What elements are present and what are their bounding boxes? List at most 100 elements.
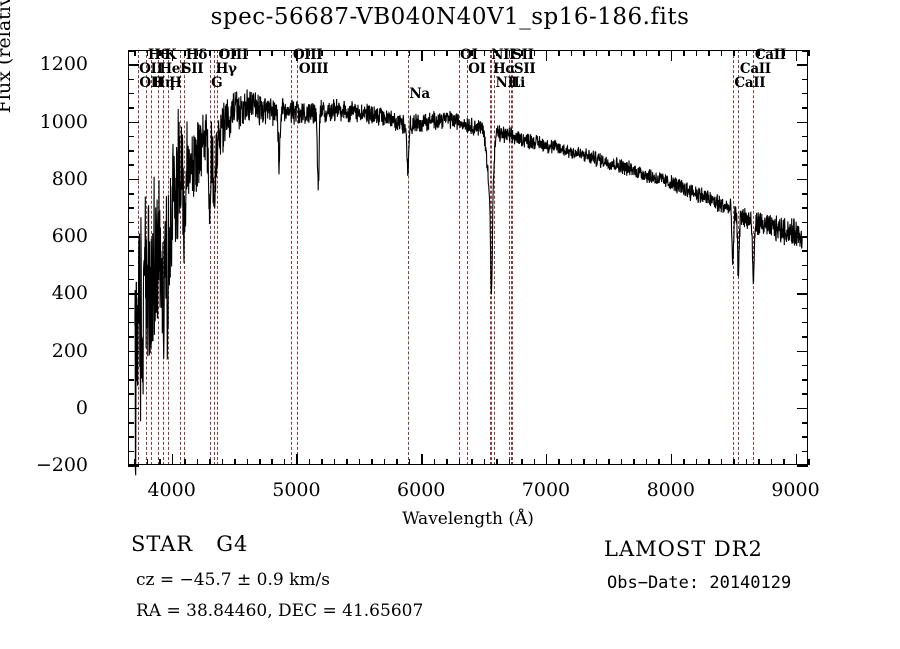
y-tick-label: 800 (51, 167, 88, 190)
tick-mark (770, 459, 773, 465)
tick-mark (802, 221, 808, 224)
tick-mark (333, 50, 336, 56)
tick-mark (171, 454, 174, 465)
tick-mark (234, 50, 236, 56)
tick-mark (134, 50, 136, 56)
y-tick-label: 0 (75, 396, 88, 419)
tick-mark (196, 459, 199, 465)
tick-mark (128, 107, 134, 109)
tick-mark (346, 50, 348, 56)
spectral-line-marker (291, 50, 293, 465)
tick-mark (802, 393, 808, 395)
spectral-line-label: OIII (298, 61, 329, 77)
tick-mark (802, 250, 808, 252)
spectral-line-marker (184, 50, 186, 465)
tick-mark (802, 164, 808, 166)
tick-mark (128, 350, 139, 353)
tick-mark (458, 459, 461, 465)
spectral-line-marker (458, 50, 460, 465)
tick-mark (783, 459, 785, 465)
tick-mark (146, 50, 149, 56)
spectral-line-label: Hγ (215, 61, 237, 77)
tick-mark (508, 459, 511, 465)
tick-mark (184, 50, 186, 56)
tick-mark (608, 459, 610, 465)
tick-mark (128, 207, 134, 209)
tick-mark (521, 459, 523, 465)
tick-mark (346, 459, 348, 465)
tick-mark (446, 50, 448, 56)
tick-mark (533, 459, 535, 465)
spectrum-curve (134, 89, 803, 476)
spectral-line-label: OII (139, 75, 163, 91)
footer-obs-date: Obs−Date: 20140129 (607, 573, 792, 593)
tick-mark (708, 459, 710, 465)
tick-mark (802, 78, 808, 81)
tick-mark (797, 64, 808, 66)
tick-mark (802, 422, 808, 424)
spectral-line-marker (163, 50, 165, 465)
tick-mark (128, 78, 134, 81)
tick-mark (521, 50, 523, 56)
tick-mark (745, 50, 748, 56)
tick-mark (802, 207, 808, 209)
spectral-line-marker (180, 50, 182, 465)
spectral-line-label: CaII (739, 61, 771, 77)
tick-mark (371, 459, 373, 465)
tick-mark (234, 459, 236, 465)
tick-mark (802, 50, 808, 52)
tick-mark (128, 393, 134, 395)
tick-mark (758, 459, 760, 465)
tick-mark (645, 50, 648, 56)
y-tick-label: 200 (51, 339, 88, 362)
tick-mark (271, 459, 273, 465)
tick-mark (408, 50, 411, 56)
spectral-line-marker (466, 50, 468, 465)
tick-mark (802, 278, 808, 281)
tick-mark (171, 50, 174, 61)
tick-mark (695, 50, 698, 56)
tick-mark (570, 459, 573, 465)
tick-mark (802, 436, 808, 438)
spectrum-path (134, 89, 803, 476)
tick-mark (583, 459, 585, 465)
y-tick-label: 600 (51, 225, 88, 248)
tick-mark (128, 121, 139, 124)
tick-mark (196, 50, 199, 56)
tick-mark (371, 50, 373, 56)
tick-mark (358, 459, 361, 465)
tick-mark (221, 459, 224, 465)
tick-mark (421, 50, 423, 61)
tick-mark (695, 459, 698, 465)
tick-mark (620, 459, 623, 465)
tick-mark (128, 278, 134, 281)
tick-mark (308, 50, 311, 56)
tick-mark (128, 379, 134, 381)
spectral-line-marker (209, 50, 211, 465)
tick-mark (184, 459, 186, 465)
tick-mark (508, 50, 511, 56)
spectrum-plot: Hθ K Hδ OIII OIII OI NII SII CaII OII HeI SII Hγ OIII… (128, 48, 810, 476)
spectral-line-label: Hη (152, 75, 175, 91)
tick-mark (683, 50, 685, 56)
spectral-line-label: Li (510, 75, 525, 91)
spectral-line-label: G (211, 75, 223, 91)
tick-mark (802, 336, 808, 338)
tick-mark (720, 50, 723, 56)
tick-mark (383, 50, 386, 56)
tick-mark (396, 459, 398, 465)
tick-mark (802, 107, 808, 109)
y-axis-label: Flux (relative) (0, 0, 15, 114)
spectral-line-marker (493, 50, 495, 465)
tick-mark (745, 459, 748, 465)
footer-object-type: STAR G4 (131, 532, 249, 556)
tick-mark (446, 459, 448, 465)
spectral-line-label: Na (409, 86, 430, 102)
tick-mark (128, 465, 139, 467)
tick-mark (595, 459, 598, 465)
tick-mark (558, 50, 560, 56)
x-tick-label: 5000 (272, 479, 321, 501)
tick-mark (128, 436, 134, 438)
spectral-line-marker (214, 50, 216, 465)
tick-mark (658, 459, 660, 465)
